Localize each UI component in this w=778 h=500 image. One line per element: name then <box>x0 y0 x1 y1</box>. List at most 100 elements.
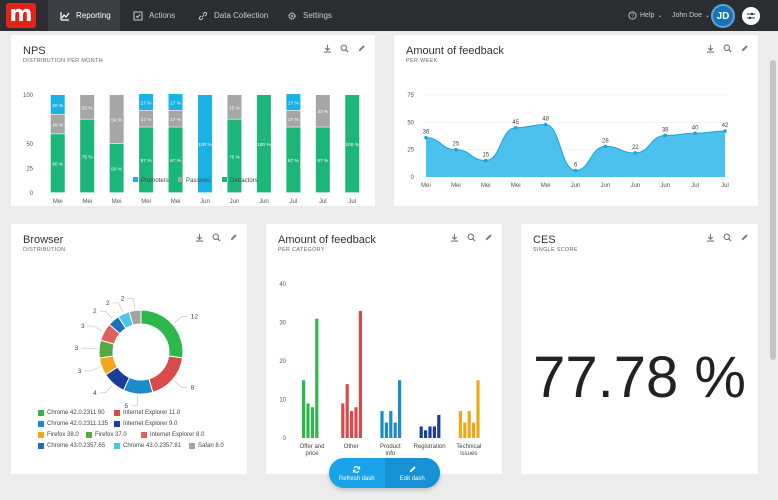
legend-item[interactable]: Chrome 42.0.2311.90 <box>38 410 105 416</box>
feedback-week-card: Amount of feedback PER WEEK 0 25 50 75 36 Mei… <box>394 35 758 206</box>
zoom-icon[interactable] <box>467 233 476 242</box>
avatar[interactable]: JD <box>711 4 735 28</box>
nav-settings[interactable]: Settings <box>287 0 332 31</box>
gear-icon <box>288 11 296 20</box>
help-menu[interactable]: ? Help ⌄ <box>628 0 662 31</box>
nav-reporting-label: Reporting <box>76 11 111 20</box>
legend-item[interactable]: Firefox 37.0 <box>86 432 127 438</box>
nps-data-label: 100 % <box>345 142 359 148</box>
category-bar <box>458 411 462 438</box>
donut-data-label: 3 <box>75 345 79 352</box>
legend-item[interactable]: Chrome 43.0.2357.65 <box>38 443 105 449</box>
category-bar <box>350 411 354 438</box>
legend-item[interactable]: Internet Explorer 8.0 <box>141 432 204 438</box>
nps-data-label: 100 % <box>198 142 212 148</box>
legend-item[interactable]: Internet Explorer 9.0 <box>114 421 177 427</box>
nps-bar-segment <box>168 127 183 193</box>
pencil-icon <box>409 465 416 472</box>
zoom-icon[interactable] <box>340 44 349 53</box>
chevron-down-icon: ⌄ <box>704 13 710 19</box>
help-label: Help <box>640 12 655 19</box>
category-bar <box>310 407 314 438</box>
feedback-week-tools <box>706 44 749 53</box>
nps-data-label: 67 % <box>170 158 182 164</box>
refresh-dash-button[interactable]: Refresh dash <box>329 458 385 488</box>
x-tick-label: Jul <box>348 199 356 205</box>
download-icon[interactable] <box>706 233 715 242</box>
legend-item[interactable]: Internet Explorer 11.0 <box>114 410 180 416</box>
feedback-week-point <box>603 144 608 149</box>
zoom-icon[interactable] <box>723 44 732 53</box>
legend-item[interactable]: Chrome 42.0.2311.135 <box>38 421 108 427</box>
x-tick-label: Jun <box>660 183 670 189</box>
edit-icon[interactable] <box>484 233 493 242</box>
feedback-category-title: Amount of feedback <box>278 234 376 246</box>
nps-bar-segment <box>168 110 183 127</box>
download-icon[interactable] <box>706 44 715 53</box>
edit-icon[interactable] <box>229 233 238 242</box>
y-tick-label: 40 <box>279 282 286 288</box>
nps-data-label: 25 % <box>229 105 241 111</box>
nav-reporting[interactable]: Reporting <box>48 0 120 31</box>
y-tick-label: 25 <box>407 148 414 154</box>
x-tick-label: Mei <box>421 183 431 189</box>
zoom-icon[interactable] <box>212 233 221 242</box>
category-bar <box>358 310 362 438</box>
checkbox-icon <box>133 11 143 20</box>
x-tick-label: Mei <box>53 199 63 205</box>
nps-data-label: 17 % <box>170 100 182 106</box>
legend-label: Promoters <box>141 178 169 184</box>
category-bar <box>315 318 319 438</box>
category-bar <box>354 407 358 438</box>
legend-label: Firefox 37.0 <box>95 432 127 438</box>
legend-item[interactable]: Firefox 38.0 <box>38 432 79 438</box>
user-menu[interactable]: John Doe ⌄ <box>672 0 710 31</box>
nps-bar-segment <box>198 95 212 193</box>
x-tick-label: Mei <box>511 183 521 189</box>
feedback-week-title: Amount of feedback <box>406 45 504 57</box>
download-icon[interactable] <box>450 233 459 242</box>
nps-data-label: 17 % <box>141 100 153 106</box>
download-icon[interactable] <box>195 233 204 242</box>
nps-data-label: 20 % <box>52 103 64 109</box>
x-tick-label: Jun <box>200 199 210 205</box>
nav-actions-label: Actions <box>149 11 176 20</box>
data-label: 48 <box>542 117 549 123</box>
data-label: 38 <box>662 127 669 133</box>
donut-leader-line <box>131 395 139 407</box>
data-label: 36 <box>423 130 430 136</box>
category-bar <box>428 426 432 438</box>
zoom-icon[interactable] <box>723 233 732 242</box>
nps-data-label: 75 % <box>82 154 94 160</box>
edit-icon[interactable] <box>740 233 749 242</box>
donut-data-label: 3 <box>78 368 82 375</box>
nav-data-collection[interactable]: Data Collection <box>198 0 268 31</box>
x-tick-label: price <box>305 451 319 457</box>
edit-icon[interactable] <box>740 44 749 53</box>
category-bar <box>380 411 384 438</box>
edit-dash-button[interactable]: Edit dash <box>384 458 440 488</box>
refresh-dash-label: Refresh dash <box>338 475 375 482</box>
nps-bar-segment <box>227 119 242 193</box>
category-bar <box>437 414 441 438</box>
nps-data-label: 60 % <box>52 162 64 168</box>
x-tick-label: Mei <box>451 183 461 189</box>
nav-actions[interactable]: Actions <box>133 0 175 31</box>
x-tick-label: Mei <box>481 183 491 189</box>
ces-card: CES SINGLE SCORE 77.78 % <box>521 224 758 474</box>
x-tick-label: Registration <box>414 444 446 450</box>
app-logo[interactable]: m <box>6 3 36 28</box>
refresh-icon <box>353 465 361 473</box>
donut-data-label: 2 <box>93 308 97 315</box>
legend-swatch <box>38 410 44 416</box>
page-scrollbar[interactable] <box>770 60 776 360</box>
legend-item[interactable]: Chrome 43.0.2357.81 <box>114 443 181 449</box>
dashboard-settings-button[interactable] <box>742 7 760 25</box>
feedback-week-point <box>484 158 488 163</box>
legend-item[interactable]: Safari 8.0 <box>189 443 224 449</box>
x-tick-label: Jun <box>571 183 581 189</box>
edit-icon[interactable] <box>357 44 366 53</box>
download-icon[interactable] <box>323 44 332 53</box>
legend-swatch <box>114 410 120 416</box>
nps-tools <box>323 44 366 53</box>
